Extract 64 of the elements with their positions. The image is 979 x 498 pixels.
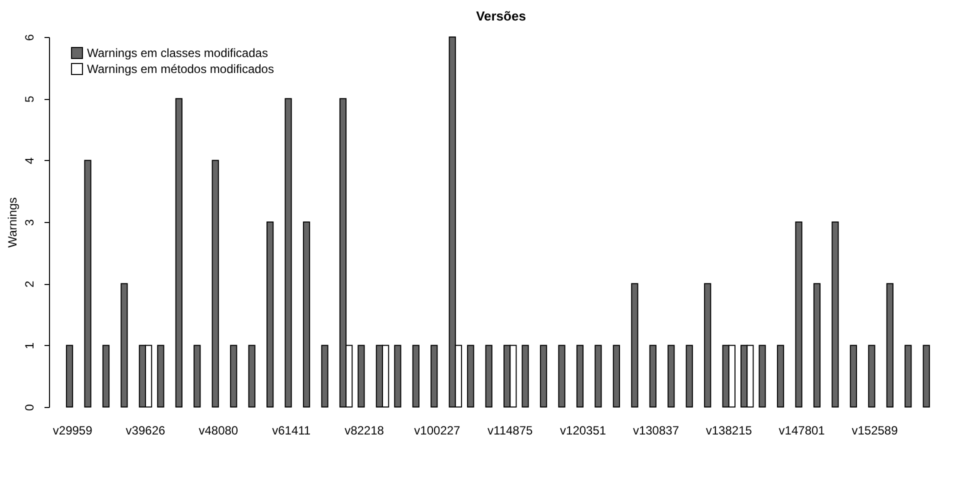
- bar: [66, 344, 74, 408]
- y-tick-label: 2: [22, 280, 36, 288]
- y-tick-label: 0: [22, 404, 36, 411]
- bar: [868, 344, 876, 408]
- bar: [686, 344, 693, 408]
- y-tick-label: 5: [22, 96, 36, 103]
- x-tick-label: v130837: [632, 424, 680, 438]
- x-tick-label: v152589: [852, 424, 898, 438]
- bar: [120, 283, 128, 408]
- legend-label: Warnings em métodos modificados: [87, 62, 274, 76]
- y-axis-title: Warnings: [6, 197, 20, 248]
- bar: [175, 98, 182, 408]
- x-tick-label: v39626: [126, 424, 166, 438]
- bar: [850, 344, 857, 408]
- bar: [612, 344, 620, 408]
- x-tick-label: v138215: [706, 424, 752, 438]
- bar: [157, 344, 164, 408]
- bar: [904, 344, 912, 408]
- bar: [594, 344, 602, 408]
- y-tick-label: 4: [22, 157, 36, 164]
- y-tick-label: 1: [22, 342, 36, 350]
- bar: [102, 344, 110, 408]
- bar: [266, 222, 274, 408]
- bar: [668, 344, 675, 408]
- bar: [922, 344, 930, 408]
- bar: [832, 222, 839, 408]
- y-tick-label: 6: [22, 34, 36, 41]
- bar: [284, 98, 292, 408]
- bar: [758, 344, 766, 408]
- bar: [412, 344, 420, 408]
- bar: [212, 160, 219, 408]
- bar: [813, 283, 821, 408]
- x-tick-label: v82218: [344, 424, 384, 438]
- x-tick-label: v147801: [778, 424, 826, 438]
- x-tick-label: v29959: [52, 424, 93, 438]
- x-tick-label: v120351: [560, 424, 606, 438]
- bar: [194, 344, 201, 408]
- bar: [522, 344, 529, 408]
- bar: [321, 344, 328, 408]
- x-tick-label: v48080: [198, 424, 238, 438]
- bar: [776, 344, 784, 408]
- bar: [631, 283, 638, 408]
- y-tick-label: 3: [22, 218, 36, 226]
- bar: [795, 222, 802, 408]
- bar: [886, 283, 894, 408]
- x-tick-label: v114875: [488, 424, 534, 438]
- bar: [576, 344, 584, 408]
- bar: [84, 160, 92, 408]
- bar: [467, 344, 474, 408]
- chart-title: Versões: [476, 8, 526, 24]
- bar: [302, 222, 310, 408]
- bar: [248, 344, 256, 408]
- bar: [485, 344, 492, 408]
- x-tick-label: v61411: [272, 424, 311, 438]
- bar: [649, 344, 656, 408]
- x-tick-label: v100227: [414, 424, 461, 438]
- bar: [230, 344, 238, 408]
- bar: [430, 344, 438, 408]
- bar: [394, 344, 402, 408]
- bar: [540, 344, 548, 408]
- legend-label: Warnings em classes modificadas: [87, 46, 268, 60]
- bar: [704, 283, 712, 408]
- bar: [358, 344, 365, 408]
- bar: [558, 344, 566, 408]
